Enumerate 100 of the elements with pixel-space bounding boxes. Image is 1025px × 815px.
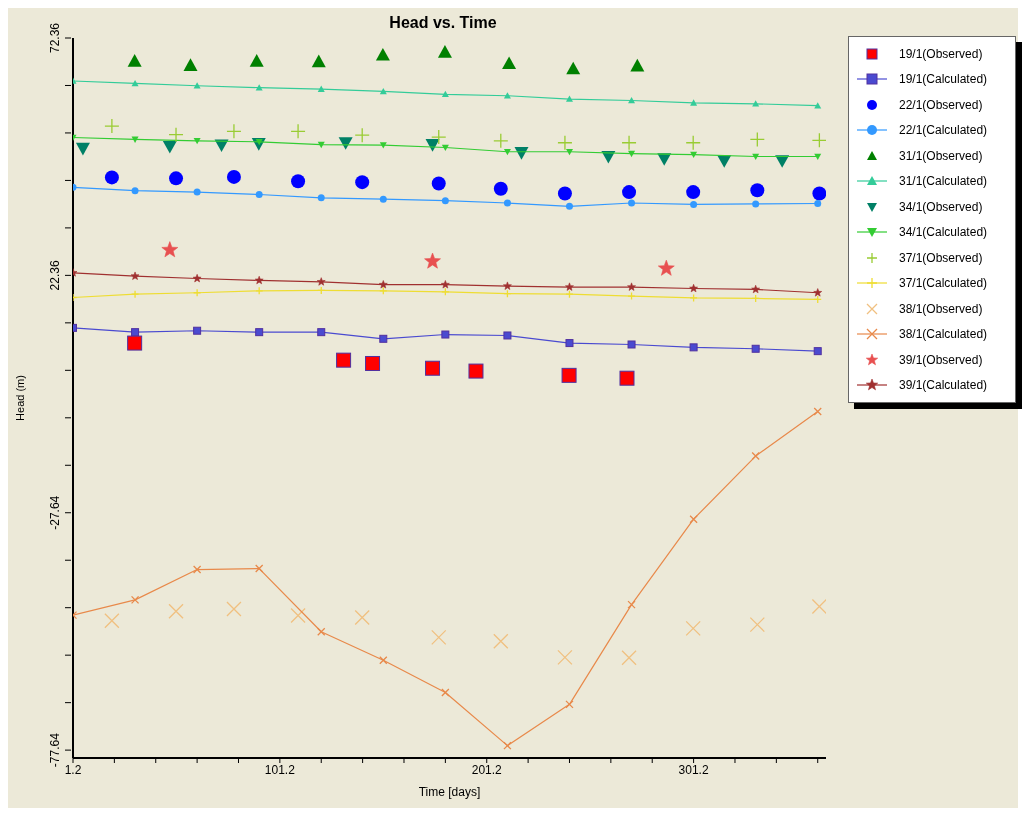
point bbox=[355, 175, 370, 190]
point bbox=[812, 186, 826, 201]
legend-label: 22/1(Observed) bbox=[899, 97, 983, 112]
point bbox=[627, 600, 636, 609]
point bbox=[161, 241, 179, 258]
point bbox=[813, 407, 822, 416]
chart-title: Head vs. Time bbox=[389, 14, 497, 31]
point bbox=[290, 607, 306, 624]
point bbox=[493, 181, 508, 196]
y-tick-label: 22.36 bbox=[48, 260, 62, 291]
point bbox=[379, 334, 388, 343]
point bbox=[254, 275, 264, 285]
point bbox=[192, 274, 202, 283]
point bbox=[565, 339, 574, 348]
point bbox=[169, 171, 184, 186]
point bbox=[226, 123, 242, 139]
x-tick-label: 301.2 bbox=[678, 762, 709, 777]
point bbox=[621, 135, 637, 151]
point bbox=[290, 123, 306, 139]
legend-label: 19/1(Calculated) bbox=[899, 72, 988, 87]
point bbox=[255, 328, 264, 337]
point bbox=[226, 601, 242, 617]
point bbox=[441, 144, 449, 151]
y-axis-title: Head (m) bbox=[13, 375, 26, 421]
point bbox=[566, 61, 581, 75]
point bbox=[690, 200, 698, 208]
point bbox=[130, 271, 140, 280]
point bbox=[751, 284, 760, 294]
point bbox=[193, 188, 201, 196]
point bbox=[752, 200, 760, 208]
legend-label: 38/1(Calculated) bbox=[899, 327, 988, 342]
point bbox=[317, 141, 325, 149]
point bbox=[751, 344, 760, 353]
y-tick-label: -77.64 bbox=[48, 732, 62, 768]
point bbox=[658, 259, 675, 276]
point bbox=[75, 142, 90, 156]
point bbox=[628, 96, 636, 104]
point bbox=[336, 352, 352, 368]
point bbox=[689, 515, 698, 524]
point bbox=[130, 595, 140, 605]
point bbox=[431, 629, 447, 646]
point bbox=[749, 616, 765, 633]
point bbox=[502, 56, 517, 70]
point bbox=[193, 326, 202, 335]
point bbox=[316, 277, 326, 286]
point bbox=[192, 565, 202, 574]
point bbox=[441, 330, 450, 339]
point bbox=[365, 355, 381, 371]
point bbox=[565, 700, 574, 709]
point bbox=[425, 360, 441, 376]
point bbox=[751, 451, 760, 461]
point bbox=[503, 199, 511, 207]
point bbox=[130, 290, 140, 299]
point bbox=[104, 613, 120, 629]
legend-label: 31/1(Observed) bbox=[899, 148, 983, 163]
point bbox=[689, 283, 698, 293]
x-tick-label: 101.2 bbox=[264, 762, 296, 777]
point bbox=[249, 54, 264, 67]
point bbox=[131, 187, 139, 195]
point bbox=[431, 129, 447, 145]
point bbox=[168, 603, 184, 619]
point bbox=[127, 54, 142, 67]
point bbox=[811, 132, 826, 149]
point bbox=[255, 190, 263, 198]
point bbox=[379, 280, 388, 289]
legend-label: 34/1(Observed) bbox=[899, 199, 983, 214]
legend-label: 37/1(Observed) bbox=[899, 250, 983, 265]
point bbox=[441, 197, 449, 205]
point bbox=[750, 183, 765, 198]
point bbox=[493, 133, 509, 149]
point bbox=[565, 282, 574, 291]
point bbox=[104, 118, 120, 134]
point bbox=[291, 174, 306, 189]
point bbox=[168, 127, 184, 143]
point bbox=[354, 609, 370, 626]
point bbox=[338, 137, 353, 150]
point bbox=[192, 288, 202, 297]
point bbox=[183, 58, 198, 71]
point bbox=[375, 47, 390, 61]
point bbox=[431, 176, 446, 191]
point bbox=[619, 370, 635, 386]
point bbox=[131, 79, 139, 87]
y-tick-label: 72.36 bbox=[48, 22, 62, 54]
point bbox=[255, 564, 264, 573]
legend-label: 34/1(Calculated) bbox=[899, 225, 988, 240]
point bbox=[561, 367, 577, 383]
legend-label: 39/1(Observed) bbox=[899, 352, 983, 367]
legend-label: 31/1(Calculated) bbox=[899, 174, 988, 189]
x-tick-label: 1.2 bbox=[64, 762, 82, 777]
point bbox=[468, 363, 484, 379]
point bbox=[565, 148, 573, 156]
y-tick-label: -27.64 bbox=[48, 495, 62, 530]
point bbox=[104, 170, 119, 185]
legend-label: 38/1(Observed) bbox=[899, 301, 983, 316]
point bbox=[565, 202, 573, 210]
point bbox=[749, 131, 765, 148]
point bbox=[493, 633, 509, 649]
point bbox=[690, 151, 698, 159]
point bbox=[503, 148, 511, 156]
point bbox=[317, 627, 326, 636]
